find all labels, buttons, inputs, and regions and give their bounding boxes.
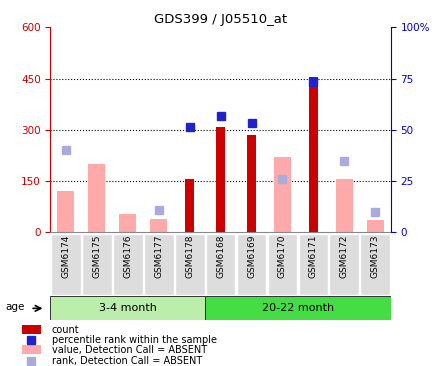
FancyBboxPatch shape xyxy=(360,234,389,295)
Bar xyxy=(88,164,105,232)
Text: GSM6169: GSM6169 xyxy=(247,234,255,278)
FancyBboxPatch shape xyxy=(328,234,358,295)
FancyBboxPatch shape xyxy=(144,234,173,295)
Text: percentile rank within the sample: percentile rank within the sample xyxy=(52,335,216,345)
FancyBboxPatch shape xyxy=(174,234,204,295)
Text: GSM6173: GSM6173 xyxy=(370,234,379,278)
Text: GSM6178: GSM6178 xyxy=(185,234,194,278)
FancyBboxPatch shape xyxy=(205,234,235,295)
FancyBboxPatch shape xyxy=(82,234,111,295)
FancyBboxPatch shape xyxy=(236,234,266,295)
Text: GSM6172: GSM6172 xyxy=(339,234,348,278)
Bar xyxy=(308,77,317,232)
Text: 3-4 month: 3-4 month xyxy=(99,303,156,313)
Bar xyxy=(184,179,194,232)
FancyBboxPatch shape xyxy=(113,234,142,295)
Text: GSM6176: GSM6176 xyxy=(123,234,132,278)
Bar xyxy=(246,135,256,232)
Text: count: count xyxy=(52,325,79,335)
FancyBboxPatch shape xyxy=(51,234,81,295)
Bar xyxy=(150,219,167,232)
Text: 20-22 month: 20-22 month xyxy=(261,303,333,313)
Bar xyxy=(21,345,41,355)
FancyBboxPatch shape xyxy=(267,234,297,295)
Bar xyxy=(21,325,41,334)
Text: rank, Detection Call = ABSENT: rank, Detection Call = ABSENT xyxy=(52,356,201,366)
Text: age: age xyxy=(5,302,25,312)
FancyBboxPatch shape xyxy=(205,296,390,320)
Bar xyxy=(215,127,225,232)
Text: GSM6177: GSM6177 xyxy=(154,234,163,278)
FancyBboxPatch shape xyxy=(298,234,328,295)
Title: GDS399 / J05510_at: GDS399 / J05510_at xyxy=(154,13,286,26)
Bar xyxy=(273,157,290,232)
FancyBboxPatch shape xyxy=(50,296,205,320)
Bar xyxy=(119,214,136,232)
Text: GSM6171: GSM6171 xyxy=(308,234,317,278)
Text: GSM6170: GSM6170 xyxy=(277,234,286,278)
Bar xyxy=(366,220,383,232)
Bar xyxy=(57,191,74,232)
Bar xyxy=(335,179,352,232)
Text: GSM6168: GSM6168 xyxy=(215,234,225,278)
Text: value, Detection Call = ABSENT: value, Detection Call = ABSENT xyxy=(52,345,206,355)
Text: GSM6175: GSM6175 xyxy=(92,234,101,278)
Text: GSM6174: GSM6174 xyxy=(61,234,70,278)
